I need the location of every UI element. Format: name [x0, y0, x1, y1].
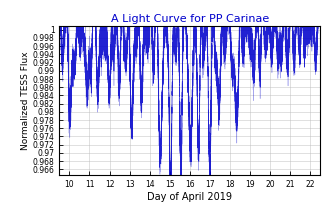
- X-axis label: Day of April 2019: Day of April 2019: [147, 192, 232, 202]
- Title: A Light Curve for PP Carinae: A Light Curve for PP Carinae: [111, 13, 269, 24]
- Y-axis label: Normalized TESS Flux: Normalized TESS Flux: [21, 51, 30, 150]
